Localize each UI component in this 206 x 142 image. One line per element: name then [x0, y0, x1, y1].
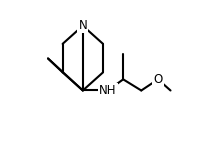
Text: N: N: [78, 19, 87, 32]
Text: O: O: [153, 73, 163, 86]
Text: NH: NH: [99, 84, 117, 97]
